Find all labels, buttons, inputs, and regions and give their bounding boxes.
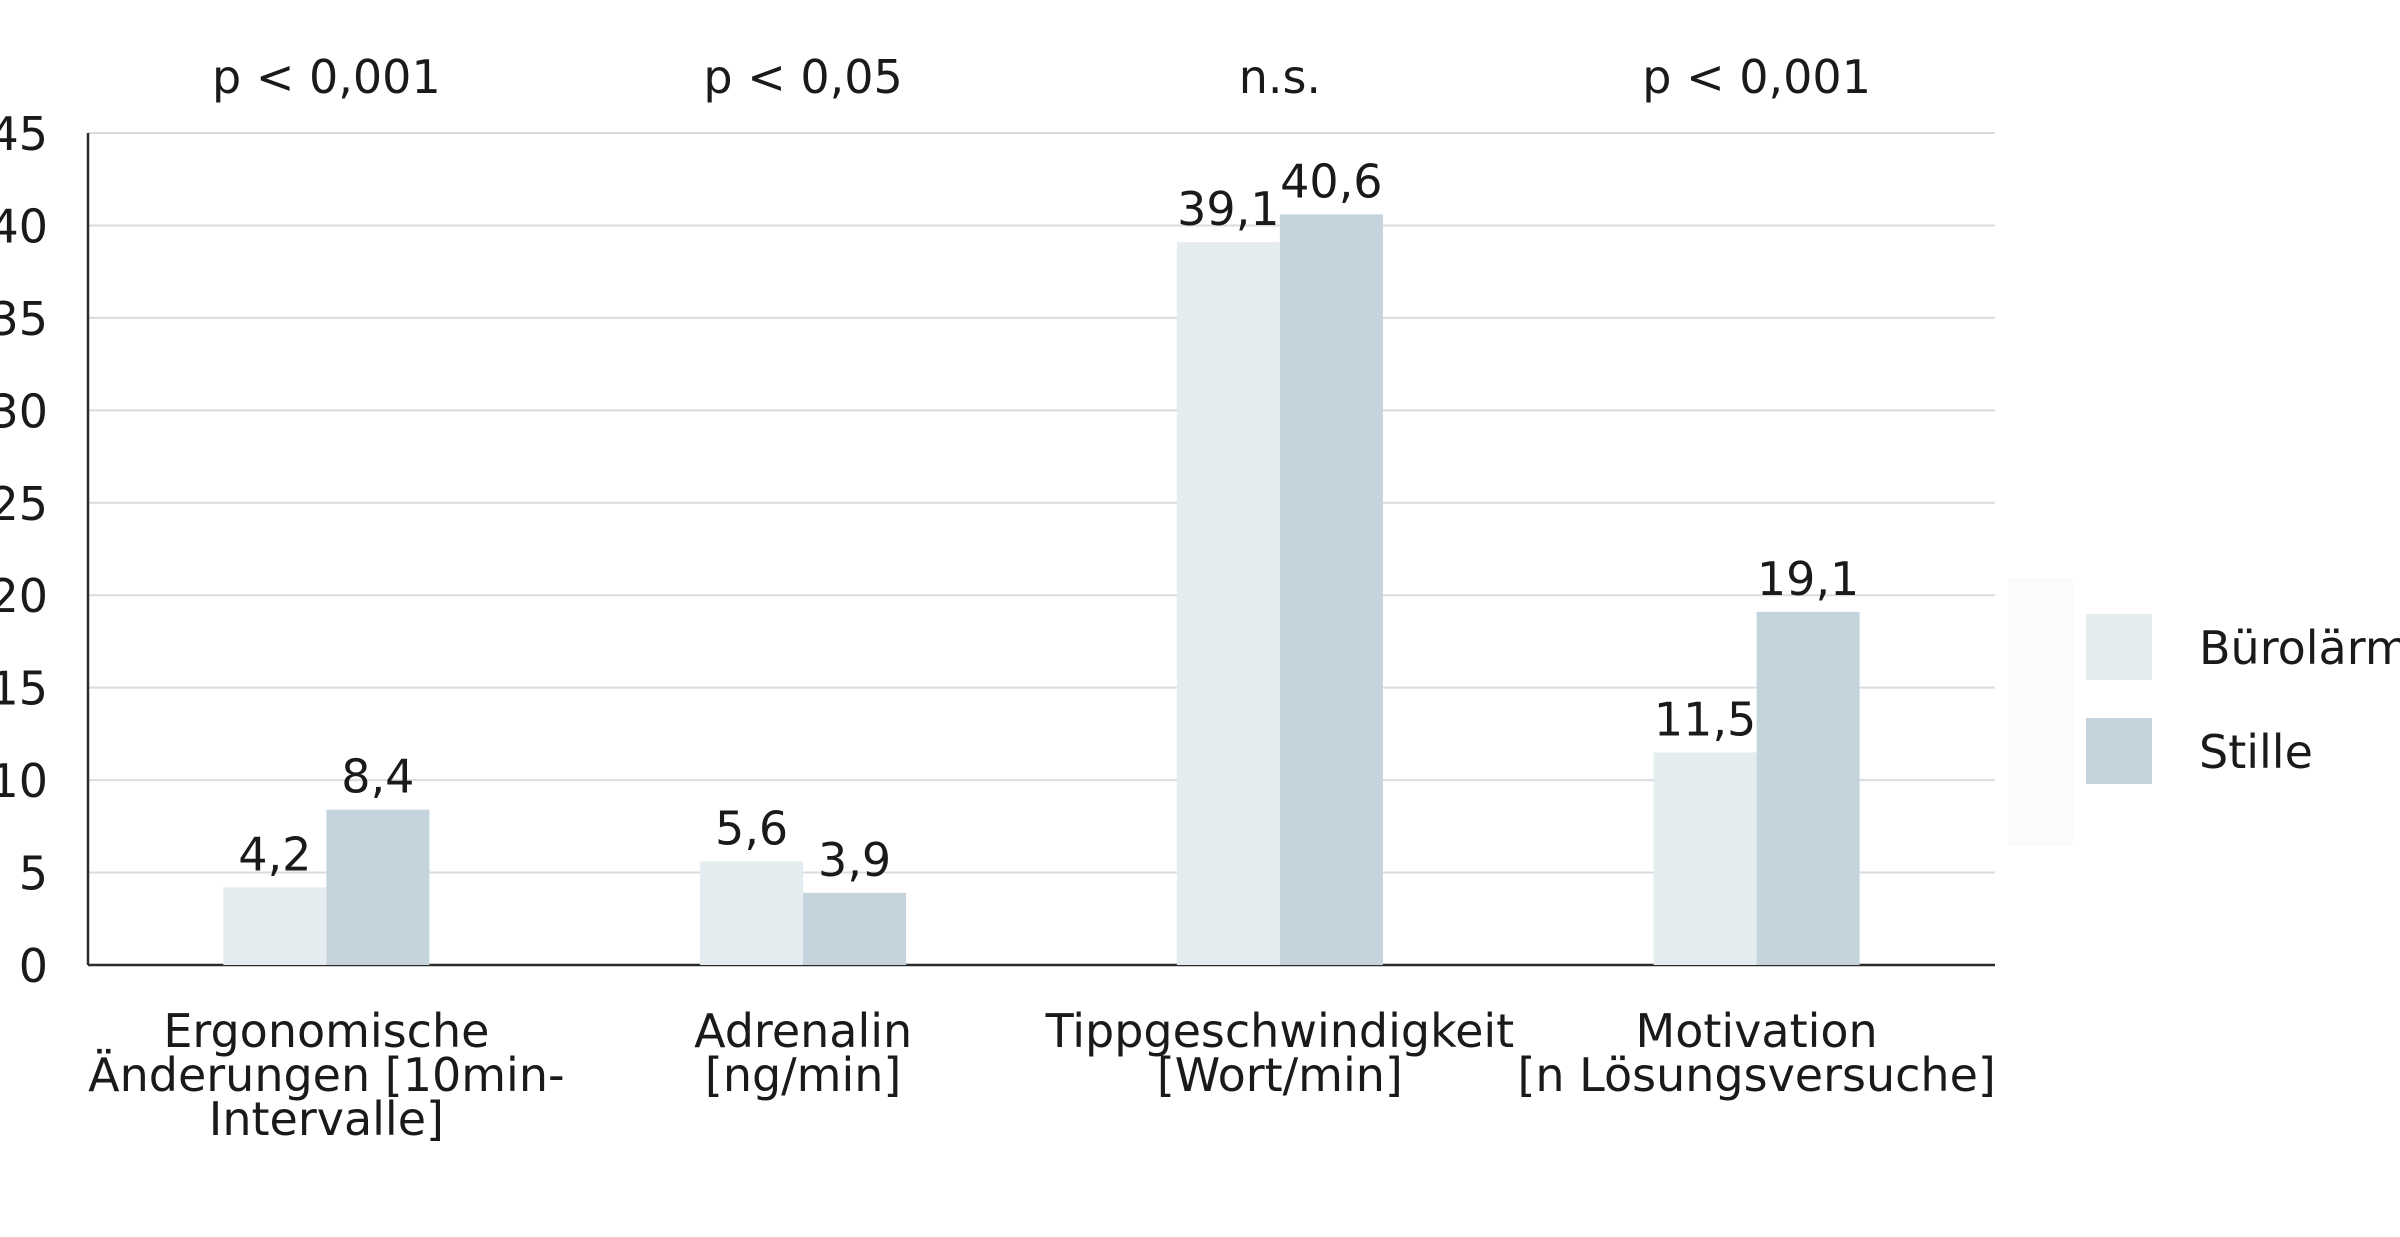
data-label: 40,6: [1280, 154, 1382, 208]
y-tick-label: 45: [0, 107, 48, 161]
bar-buerolaerm: [223, 887, 327, 965]
bar-stille: [1279, 214, 1383, 966]
significance-labels: p < 0,001 p < 0,05 n.s. p < 0,001: [212, 50, 1871, 104]
y-tick-label: 35: [0, 292, 48, 346]
category-label: Adrenalin: [694, 1004, 912, 1058]
data-label: 19,1: [1757, 552, 1859, 606]
bar-stille: [326, 809, 430, 965]
data-label: 11,5: [1654, 692, 1756, 746]
bar-stille: [803, 892, 907, 965]
y-tick-label: 40: [0, 199, 48, 253]
category-label: [n Lösungsversuche]: [1517, 1048, 1995, 1102]
category-label: Änderungen [10min-: [88, 1048, 564, 1102]
y-tick-label: 15: [0, 662, 48, 716]
y-tick-label: 20: [0, 569, 48, 623]
data-label: 8,4: [341, 750, 414, 804]
gridlines: [88, 132, 1995, 874]
y-tick-label: 5: [19, 847, 48, 901]
bars: [223, 214, 1860, 966]
bar-stille: [1756, 611, 1860, 965]
data-label: 5,6: [715, 801, 788, 855]
y-tick-label: 25: [0, 477, 48, 531]
legend: Bürolärm Stille: [2008, 578, 2400, 846]
category-label: Motivation: [1636, 1004, 1878, 1058]
legend-label: Bürolärm: [2199, 621, 2400, 675]
category-label: Ergonomische: [163, 1004, 489, 1058]
bar-buerolaerm: [1176, 242, 1280, 965]
data-label: 4,2: [238, 827, 311, 881]
bar-buerolaerm: [1653, 752, 1757, 965]
y-tick-label: 0: [19, 939, 48, 993]
legend-label: Stille: [2199, 725, 2313, 779]
bar-buerolaerm: [700, 861, 804, 965]
legend-swatch: [2086, 614, 2152, 680]
data-label: 3,9: [818, 833, 891, 887]
data-label: 39,1: [1177, 182, 1279, 236]
category-label: [Wort/min]: [1157, 1048, 1403, 1102]
significance-label: p < 0,05: [703, 50, 902, 104]
category-label: [ng/min]: [705, 1048, 902, 1102]
y-tick-label: 10: [0, 754, 48, 808]
significance-label: p < 0,001: [1642, 50, 1871, 104]
data-labels: 4,2 8,4 5,6 3,9 39,140,6 11,5 19,1: [238, 154, 1859, 887]
significance-label: n.s.: [1239, 50, 1321, 104]
category-label: Tippgeschwindigkeit: [1045, 1004, 1515, 1058]
legend-swatch: [2086, 718, 2152, 784]
y-tick-label: 30: [0, 384, 48, 438]
significance-label: p < 0,001: [212, 50, 441, 104]
legend-background: [2008, 578, 2073, 846]
category-label: Intervalle]: [209, 1092, 444, 1146]
